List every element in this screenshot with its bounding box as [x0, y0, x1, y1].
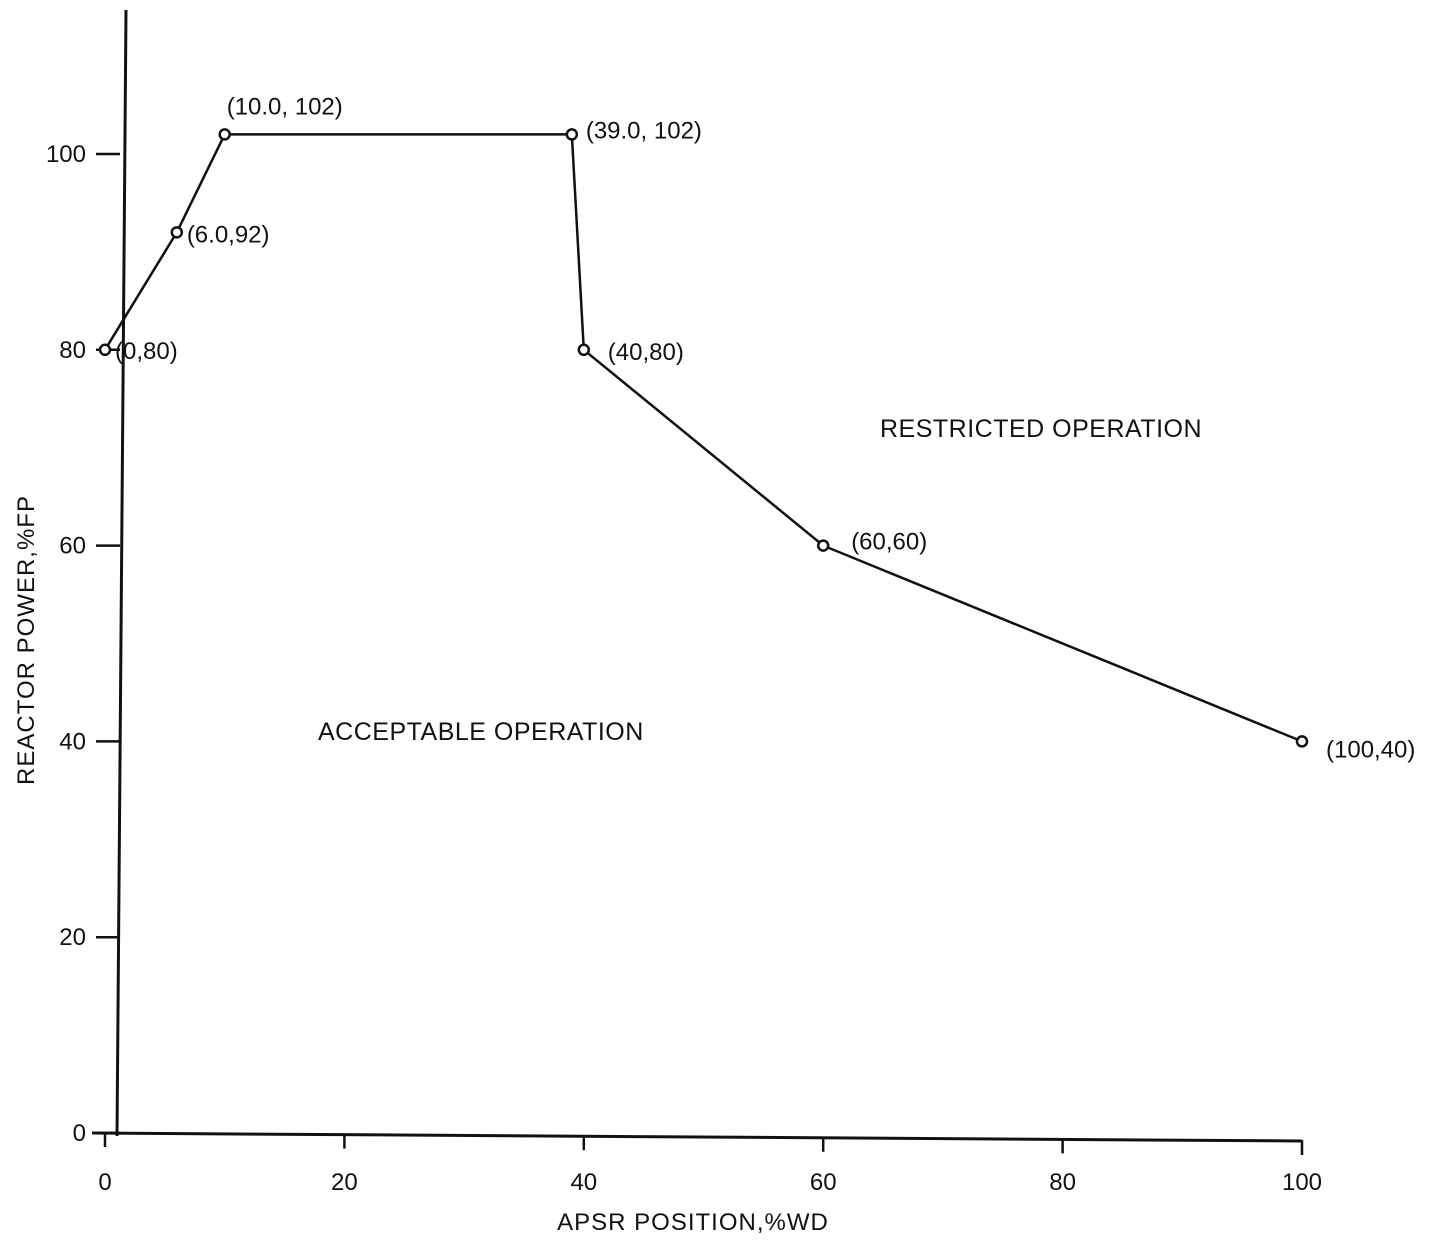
y-tick-label: 60 — [59, 533, 86, 560]
x-tick-label: 100 — [1282, 1169, 1322, 1196]
y-tick-label: 80 — [59, 337, 86, 364]
data-point-label: (100,40) — [1326, 736, 1415, 763]
data-point-marker — [565, 128, 579, 141]
x-tick-label: 20 — [331, 1169, 358, 1196]
x-tick-label: 0 — [98, 1169, 111, 1196]
y-tick-label: 20 — [59, 924, 86, 951]
x-tick-label: 40 — [570, 1169, 597, 1196]
y-axis-title: REACTOR POWER,%FP — [13, 495, 40, 785]
data-point-marker — [218, 128, 231, 141]
data-point-marker — [98, 343, 112, 357]
data-point-marker — [1295, 735, 1309, 748]
data-point-label: (6.0,92) — [187, 221, 270, 248]
data-point-label: (40,80) — [608, 339, 684, 366]
annotation-restricted-operation: RESTRICTED OPERATION — [880, 415, 1202, 443]
data-point-marker — [816, 539, 830, 552]
y-tick-label: 0 — [73, 1120, 86, 1147]
labels-group: (0,80) (6.0,92) (10.0, 102) (39.0, 102) (40,… — [115, 93, 1415, 763]
data-point-label: (0,80) — [115, 338, 178, 365]
y-axis-line — [115, 9, 128, 1137]
x-axis-line — [91, 1131, 1303, 1143]
ticks: 0 20 40 60 80 100 0 20 40 60 80 100 — [46, 141, 1322, 1196]
data-point-marker — [577, 343, 591, 357]
data-point-label: (10.0, 102) — [227, 93, 343, 120]
x-axis-title: APSR POSITION,%WD — [557, 1209, 829, 1236]
axes — [91, 9, 1303, 1143]
x-tick-label: 80 — [1049, 1169, 1076, 1196]
annotation-acceptable-operation: ACCEPTABLE OPERATION — [318, 718, 644, 746]
data-point-label: (39.0, 102) — [586, 117, 702, 144]
data-point-label: (60,60) — [851, 529, 927, 556]
y-tick-label: 40 — [59, 728, 86, 755]
data-point-marker — [170, 226, 184, 239]
series-group — [98, 128, 1309, 748]
x-tick-label: 60 — [810, 1169, 837, 1196]
y-tick-label: 100 — [46, 141, 86, 168]
